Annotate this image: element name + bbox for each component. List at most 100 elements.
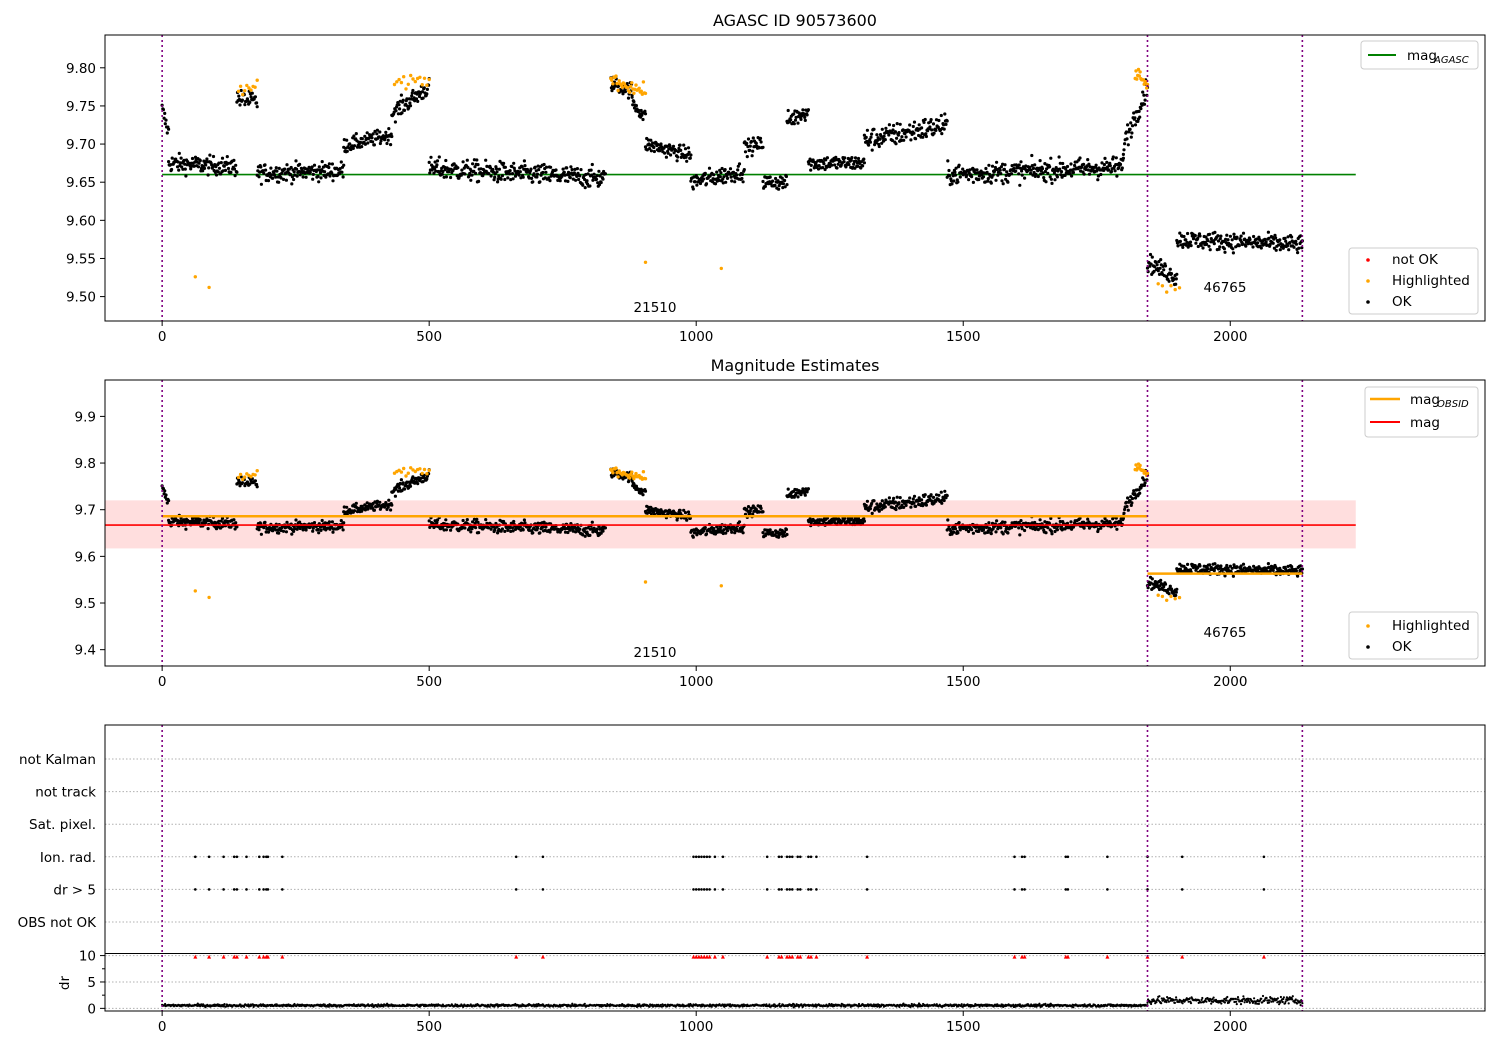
ok-point bbox=[669, 153, 672, 156]
flag-point bbox=[799, 856, 802, 859]
ok-point bbox=[596, 528, 599, 531]
ok-point bbox=[875, 133, 878, 136]
ok-point bbox=[1018, 533, 1021, 536]
dr-y-tick-label: 10 bbox=[79, 949, 96, 965]
ok-point bbox=[884, 505, 887, 508]
ok-point bbox=[1231, 238, 1234, 241]
ok-point bbox=[167, 499, 170, 502]
ok-point bbox=[905, 504, 908, 507]
flag-point bbox=[267, 888, 270, 891]
ok-point bbox=[948, 174, 951, 177]
ok-point bbox=[342, 521, 345, 524]
flag-point bbox=[1021, 856, 1024, 859]
ok-point bbox=[999, 172, 1002, 175]
highlighted-point bbox=[425, 84, 428, 87]
ok-point bbox=[714, 182, 717, 185]
highlighted-point bbox=[644, 92, 647, 95]
ok-point bbox=[774, 177, 777, 180]
ok-point bbox=[438, 155, 441, 158]
ok-point bbox=[601, 530, 604, 533]
ok-point bbox=[530, 177, 533, 180]
y-tick-label: 9.75 bbox=[66, 99, 96, 115]
ok-point bbox=[843, 160, 846, 163]
ok-point bbox=[387, 127, 390, 130]
ok-point bbox=[257, 528, 260, 531]
ok-point bbox=[1275, 249, 1278, 252]
ok-point bbox=[400, 111, 403, 114]
ok-point bbox=[920, 126, 923, 129]
highlighted-point bbox=[644, 261, 647, 264]
ok-point bbox=[518, 174, 521, 177]
ok-point bbox=[1219, 235, 1222, 238]
ok-point bbox=[999, 526, 1002, 529]
ok-point bbox=[1019, 160, 1022, 163]
ok-point bbox=[346, 150, 349, 153]
ok-point bbox=[477, 180, 480, 183]
ok-point bbox=[866, 129, 869, 132]
ok-point bbox=[331, 520, 334, 523]
highlighted-point bbox=[423, 468, 426, 471]
ok-point bbox=[487, 172, 490, 175]
ok-point bbox=[445, 175, 448, 178]
highlighted-point bbox=[207, 286, 210, 289]
ok-point bbox=[940, 491, 943, 494]
highlighted-point bbox=[644, 477, 647, 480]
ok-point bbox=[331, 531, 334, 534]
highlighted-point bbox=[249, 88, 252, 91]
ok-point bbox=[726, 529, 729, 532]
ok-point bbox=[1044, 531, 1047, 534]
highlighted-point bbox=[428, 78, 431, 81]
ok-point bbox=[1175, 588, 1178, 591]
ok-point bbox=[397, 103, 400, 106]
ok-point bbox=[996, 174, 999, 177]
ok-point bbox=[425, 477, 428, 480]
ok-point bbox=[531, 531, 534, 534]
ok-point bbox=[493, 176, 496, 179]
ok-point bbox=[398, 487, 401, 490]
ok-point bbox=[469, 530, 472, 533]
ok-point bbox=[871, 149, 874, 152]
highlighted-point bbox=[1157, 282, 1160, 285]
ok-point bbox=[275, 170, 278, 173]
ok-point bbox=[259, 165, 262, 168]
ok-point bbox=[694, 180, 697, 183]
flag-point bbox=[778, 856, 781, 859]
ok-point bbox=[881, 499, 884, 502]
ok-point bbox=[345, 506, 348, 509]
ok-point bbox=[726, 177, 729, 180]
ok-point bbox=[1231, 247, 1234, 250]
ok-point bbox=[469, 179, 472, 182]
ok-point bbox=[835, 166, 838, 169]
ok-point bbox=[207, 527, 210, 530]
ok-point bbox=[1194, 234, 1197, 237]
highlighted-point bbox=[642, 80, 645, 83]
y-tick-label: 9.60 bbox=[66, 213, 96, 229]
ok-point bbox=[1251, 245, 1254, 248]
ok-point bbox=[189, 167, 192, 170]
ok-point bbox=[184, 528, 187, 531]
ok-point bbox=[924, 132, 927, 135]
ok-point bbox=[760, 140, 763, 143]
ok-point bbox=[803, 116, 806, 119]
ok-point bbox=[532, 172, 535, 175]
ok-point bbox=[744, 150, 747, 153]
ok-point bbox=[1058, 155, 1061, 158]
ok-point bbox=[1122, 153, 1125, 156]
flag-row-label: Ion. rad. bbox=[40, 850, 96, 866]
panel2-obsid-labels: 21510 46765 bbox=[634, 625, 1247, 661]
highlighted-point bbox=[1169, 284, 1172, 287]
ok-point bbox=[705, 532, 708, 535]
ok-point bbox=[340, 519, 343, 522]
ok-point bbox=[229, 171, 232, 174]
ok-point bbox=[1232, 233, 1235, 236]
highlighted-point bbox=[253, 473, 256, 476]
ok-point bbox=[843, 156, 846, 159]
ok-point bbox=[982, 175, 985, 178]
ok-point bbox=[566, 180, 569, 183]
ok-point bbox=[378, 130, 381, 133]
ok-point bbox=[402, 99, 405, 102]
ok-point bbox=[581, 184, 584, 187]
ok-point bbox=[1176, 244, 1179, 247]
ok-point bbox=[1044, 180, 1047, 183]
flag-point bbox=[786, 888, 789, 891]
